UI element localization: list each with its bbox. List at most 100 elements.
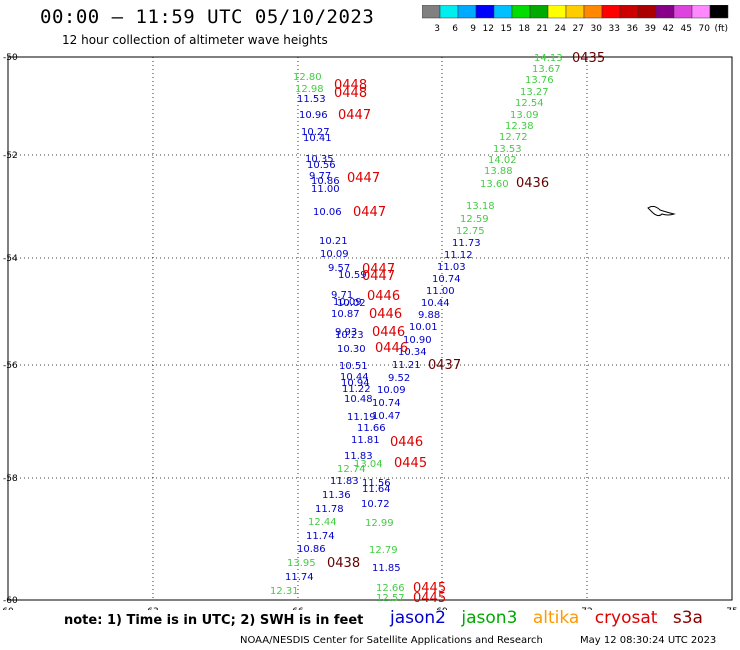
legend-label: 42 — [663, 24, 674, 34]
swh-label: 11.73 — [452, 238, 481, 249]
pass-time-label: 0448 — [334, 86, 367, 101]
swh-label: 13.60 — [480, 179, 509, 190]
swh-label: 11.74 — [285, 572, 314, 583]
swh-label: 10.35 — [305, 154, 334, 165]
wave-height-map: 60 63 66 69 72 75 -50 -52 -54 -56 -58 -60 12.8012.98… — [2, 51, 737, 610]
swh-label: 12.44 — [308, 517, 337, 528]
satellite-label-altika: altika — [532, 608, 580, 628]
swh-label: 11.22 — [342, 384, 371, 395]
x-tick-label: 69 — [436, 607, 448, 610]
swh-label: 12.66 — [376, 583, 405, 594]
legend-label: 33 — [609, 24, 620, 34]
legend-label: 18 — [519, 24, 531, 34]
legend-label: 9 — [470, 24, 476, 34]
swh-label: 10.90 — [403, 335, 432, 346]
swh-label: 12.79 — [369, 545, 398, 556]
pass-time-label: 0447 — [347, 171, 380, 186]
satellite-label-jason2: jason2 — [390, 608, 446, 628]
x-tick-label: 60 — [2, 607, 14, 610]
swh-label: 11.74 — [306, 531, 335, 542]
pass-time-label: 0445 — [413, 591, 446, 606]
swh-label: 11.78 — [315, 504, 344, 515]
swh-label: 14.13 — [534, 53, 563, 64]
swh-label: 11.12 — [444, 250, 473, 261]
credit-text: NOAA/NESDIS Center for Satellite Applica… — [240, 635, 543, 646]
pass-time-label: 0438 — [327, 556, 360, 571]
swh-label: 10.27 — [301, 127, 330, 138]
swh-label: 13.09 — [510, 110, 539, 121]
swh-label: 10.48 — [344, 394, 373, 405]
swh-label: 12.98 — [295, 84, 324, 95]
legend-label: 39 — [645, 24, 657, 34]
swh-label: 11.66 — [357, 423, 386, 434]
swh-label: 13.18 — [466, 201, 495, 212]
legend-label: 24 — [555, 24, 567, 34]
swh-label: 10.30 — [337, 344, 366, 355]
y-tick-label: -52 — [3, 151, 18, 161]
swh-label: 11.56 — [362, 478, 391, 489]
pass-time-label: 0447 — [353, 205, 386, 220]
swh-label: 13.27 — [520, 87, 549, 98]
swh-label: 10.41 — [303, 133, 332, 144]
swh-label: 10.06 — [313, 207, 342, 218]
pass-time-label: 0447 — [362, 262, 395, 277]
swh-label: 12.80 — [293, 72, 322, 83]
swh-label: 10.47 — [372, 411, 401, 422]
swh-label: 9.93 — [335, 327, 357, 338]
swh-label: 11.00 — [311, 184, 340, 195]
x-tick-label: 66 — [292, 607, 304, 610]
legend-label: 36 — [627, 24, 639, 34]
y-tick-label: -60 — [3, 596, 18, 606]
pass-time-label: 0447 — [338, 108, 371, 123]
swh-label: 11.19 — [347, 412, 376, 423]
x-tick-label: 75 — [726, 607, 737, 610]
y-tick-label: -50 — [3, 53, 18, 63]
pass-time-label: 0435 — [572, 51, 605, 66]
swh-label: 11.00 — [426, 286, 455, 297]
swh-label: 11.64 — [362, 484, 391, 495]
swh-label: 9.88 — [418, 310, 440, 321]
satellite-label-jason3: jason3 — [461, 608, 518, 628]
swh-label: 11.81 — [351, 435, 380, 446]
swh-label: 12.38 — [505, 121, 534, 132]
swh-label: 12.72 — [499, 132, 528, 143]
swh-label: 11.36 — [322, 490, 351, 501]
pass-time-label: 0446 — [390, 435, 423, 450]
swh-label: 10.01 — [409, 322, 438, 333]
footer-note: note: 1) Time is in UTC; 2) SWH is in fe… — [64, 613, 364, 628]
swh-label: 11.83 — [330, 476, 359, 487]
swh-label: 9.57 — [328, 263, 350, 274]
swh-label: 13.67 — [532, 64, 561, 75]
pass-time-label: 0436 — [516, 176, 549, 191]
island-outline — [647, 205, 676, 217]
swh-label: 10.59 — [338, 270, 367, 281]
swh-label: 10.23 — [335, 330, 364, 341]
pass-time-label: 0447 — [362, 269, 395, 284]
swh-label: 9.77 — [309, 171, 331, 182]
swh-label: 10.44 — [421, 298, 450, 309]
pass-time-label: 0437 — [428, 358, 461, 373]
swh-label: 10.44 — [340, 372, 369, 383]
satellite-legend: jason2 jason3 altika cryosat s3a — [390, 608, 713, 628]
swh-label: 10.56 — [307, 160, 336, 171]
legend-label: 70 — [699, 24, 711, 34]
x-tick-label: 63 — [147, 607, 158, 610]
swh-label: 12.75 — [456, 226, 485, 237]
legend-label: 30 — [591, 24, 603, 34]
pass-time-label: 0446 — [375, 341, 408, 356]
swh-label: 10.86 — [311, 176, 340, 187]
legend-label: 21 — [537, 24, 548, 34]
swh-label: 10.34 — [398, 347, 427, 358]
swh-label: 10.86 — [297, 544, 326, 555]
swh-label: 11.83 — [344, 451, 373, 462]
swh-label: 10.74 — [432, 274, 461, 285]
legend-label: (ft) — [714, 24, 728, 34]
swh-label: 12.54 — [515, 98, 544, 109]
swh-label: 12.59 — [460, 214, 489, 225]
y-tick-label: -56 — [3, 361, 18, 371]
swh-label: 13.88 — [484, 166, 513, 177]
pass-time-label: 0446 — [367, 289, 400, 304]
swh-label: 13.53 — [493, 144, 522, 155]
swh-label: 10.72 — [361, 499, 390, 510]
page-title: 00:00 – 11:59 UTC 05/10/2023 — [40, 6, 375, 28]
